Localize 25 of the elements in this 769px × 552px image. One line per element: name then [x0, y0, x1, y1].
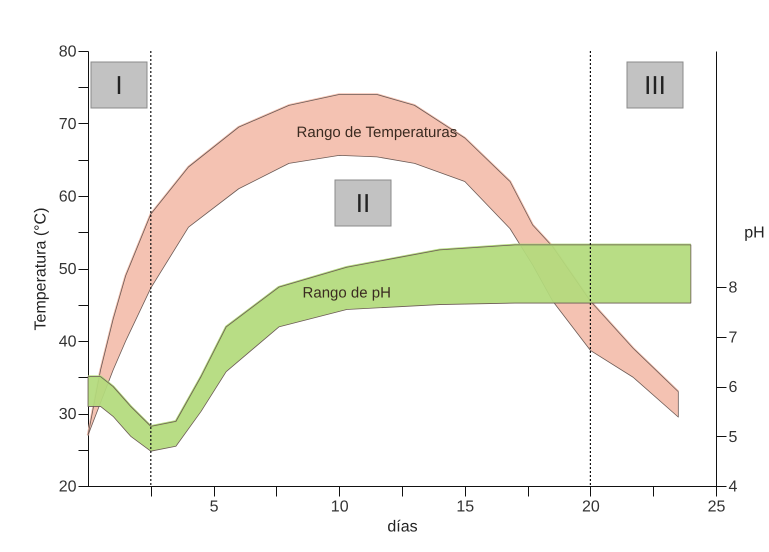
y-tick-label: 20 [58, 478, 77, 496]
y-tick-label: 50 [58, 261, 77, 278]
x-tick-label: 20 [582, 498, 600, 516]
y2-tick-label: 5 [728, 428, 738, 446]
y2-tick-label: 8 [728, 280, 738, 297]
annotation: II [356, 188, 370, 218]
x-tick-label: 10 [330, 498, 349, 516]
annotation: I [115, 70, 123, 100]
y2-axis-title: pH [744, 224, 765, 242]
y-tick-label: 80 [58, 44, 77, 60]
y-tick-label: 60 [58, 188, 77, 206]
y-tick-label: 70 [58, 116, 77, 133]
x-axis-title: días [387, 518, 418, 536]
x-tick-label: 25 [708, 498, 726, 516]
series-label: Rango de pH [302, 284, 391, 302]
y2-tick-label: 4 [728, 478, 738, 496]
y-axis-title: Temperatura (°C) [32, 208, 50, 330]
y-tick-label: 40 [58, 334, 77, 350]
y2-tick-label: 6 [728, 379, 738, 396]
y2-tick-label: 7 [728, 329, 738, 346]
annotation: III [644, 70, 666, 100]
series-label: Rango de Temperaturas [296, 124, 458, 141]
x-tick-label: 15 [456, 498, 474, 516]
x-tick-label: 5 [210, 498, 219, 516]
y-tick-label: 30 [58, 406, 77, 423]
